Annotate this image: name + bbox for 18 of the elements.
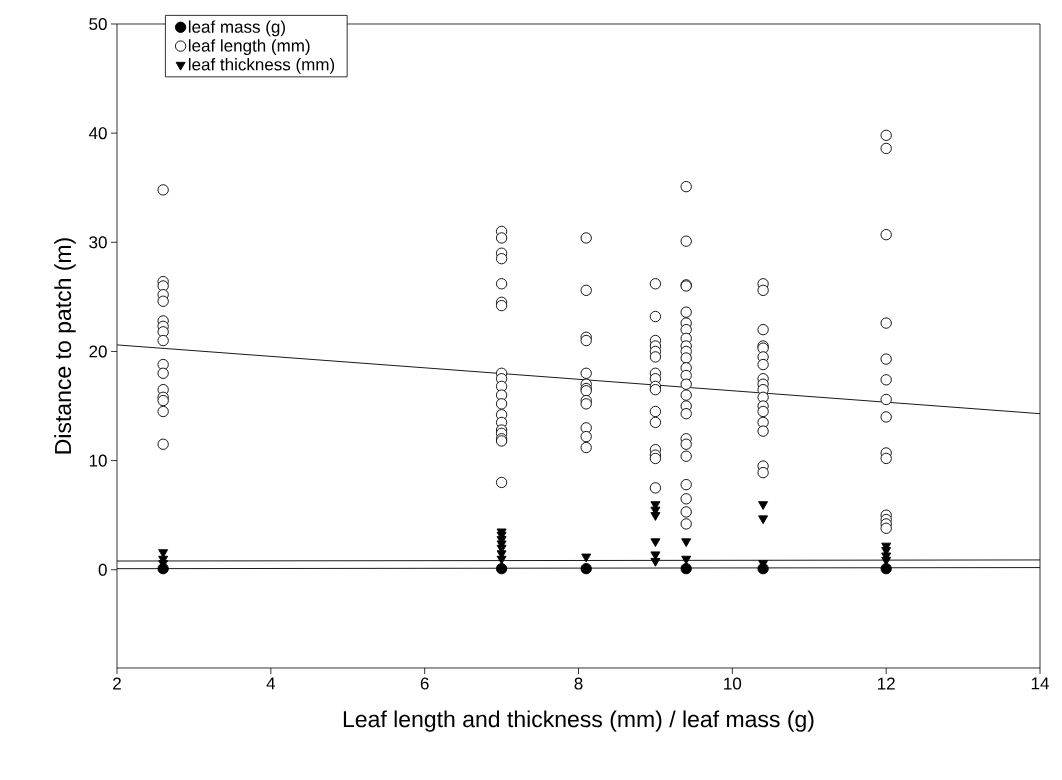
legend-label: leaf thickness (mm) [188,58,335,74]
y-tick-label: 50 [89,17,107,31]
x-tick-label: 4 [266,677,276,690]
x-axis-title: Leaf length and thickness (mm) / leaf mass (g) [343,710,814,732]
legend-label: leaf length (mm) [188,39,310,56]
y-tick-label: 30 [89,236,107,249]
x-tick-label: 6 [420,677,429,690]
y-tick-label: 0 [98,563,107,576]
y-tick-label: 40 [88,127,107,140]
legend-label: leaf mass (g) [188,20,285,37]
y-tick-label: 10 [89,454,107,467]
y-axis-title: Distance to patch (m) [54,238,76,454]
x-tick-label: 10 [724,677,742,690]
x-tick-label: 12 [878,677,895,690]
x-tick-label: 14 [1031,677,1049,690]
y-tick-label: 20 [89,345,107,358]
x-tick-label: 8 [574,677,583,690]
x-tick-label: 2 [113,677,121,690]
